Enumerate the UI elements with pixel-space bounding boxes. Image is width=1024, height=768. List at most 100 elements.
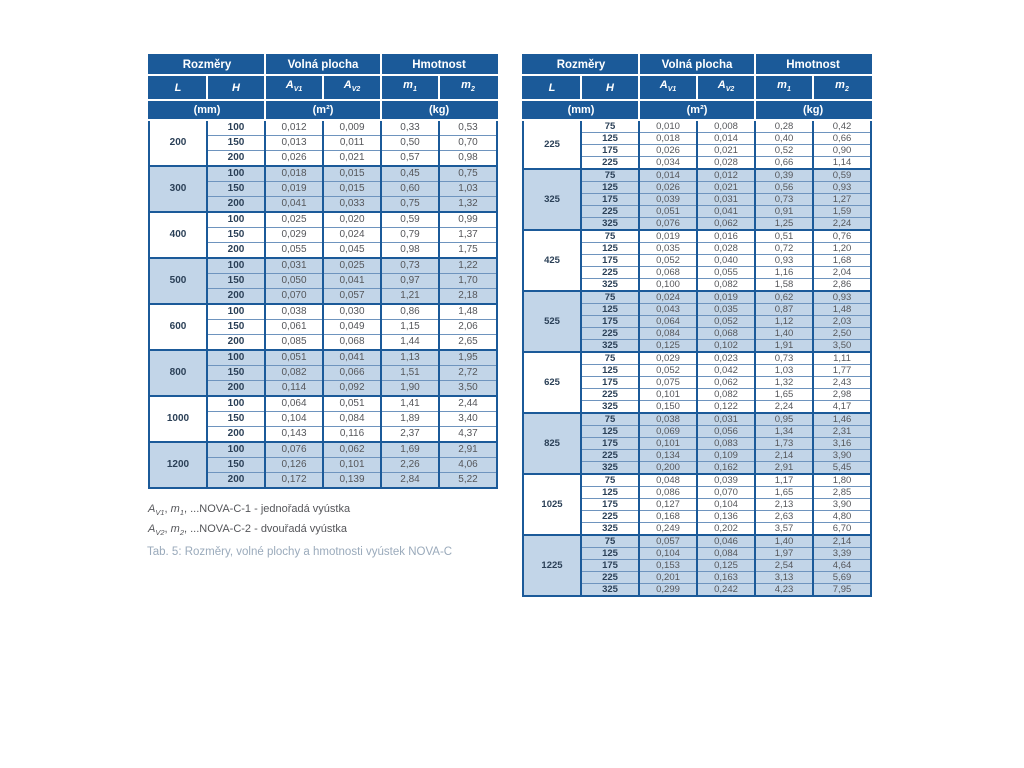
value-cell: 1,90 [380,380,441,397]
height-cell: 175 [579,315,641,328]
value-cell: 5,22 [438,472,499,490]
height-cell: 100 [205,165,267,182]
value-cell: 0,070 [264,288,325,305]
value-cell: 2,24 [812,217,873,231]
value-cell: 3,16 [812,437,873,450]
table-row: 200 0,172 0,139 2,84 5,22 [149,472,499,490]
height-cell: 150 [205,411,267,427]
value-cell: 1,68 [812,254,873,267]
value-cell: 1,59 [812,205,873,218]
value-cell: 0,028 [696,156,757,170]
column-symbol-header: AV2 [696,73,757,102]
value-cell: 0,28 [754,119,815,133]
table-row: 325 0,076 0,062 1,25 2,24 [523,217,873,231]
height-cell: 150 [205,227,267,243]
value-cell: 2,43 [812,376,873,389]
value-cell: 0,73 [380,257,441,274]
value-cell: 3,40 [438,411,499,427]
value-cell: 0,055 [696,266,757,279]
column-units-header: (m²) [638,99,757,122]
value-cell: 1,91 [754,339,815,353]
value-cell: 0,60 [380,181,441,197]
table-row: 200 0,114 0,092 1,90 3,50 [149,380,499,397]
value-cell: 0,051 [264,349,325,366]
table-row: 325 0,100 0,082 1,58 2,86 [523,278,873,292]
value-cell: 2,31 [812,425,873,438]
table-row: 1000 100 0,064 0,051 1,41 2,44 [148,395,499,443]
table-row: 200 0,055 0,045 0,98 1,75 [149,242,499,259]
value-cell: 0,026 [638,181,699,194]
value-cell: 0,012 [696,168,757,182]
value-cell: 0,015 [322,165,383,182]
value-cell: 0,025 [322,257,383,274]
height-cell: 225 [579,156,641,170]
height-cell: 200 [205,380,267,397]
footnote-symbol: m1 [170,503,184,518]
height-cell: 125 [579,425,641,438]
value-cell: 0,40 [754,132,815,145]
table-row: 150 0,126 0,101 2,26 4,06 [149,457,499,473]
table-row: 175 0,075 0,062 1,32 2,43 [523,376,873,389]
column-units-header: (kg) [380,99,499,122]
value-cell: 0,200 [638,461,699,475]
value-cell: 0,76 [812,229,873,243]
value-cell: 3,50 [438,380,499,397]
value-cell: 0,026 [264,150,325,167]
height-cell: 225 [579,510,641,523]
table-row: 125 0,035 0,028 0,72 1,20 [523,242,873,255]
value-cell: 0,031 [696,412,757,426]
value-cell: 0,021 [696,181,757,194]
value-cell: 3,50 [812,339,873,353]
value-cell: 1,14 [812,156,873,170]
value-cell: 0,018 [638,132,699,145]
value-cell: 0,082 [264,365,325,381]
value-cell: 0,73 [754,351,815,365]
value-cell: 1,13 [380,349,441,366]
header-units-row: (mm) (m²) (kg) [147,99,499,122]
value-cell: 2,14 [812,534,873,548]
value-cell: 3,90 [812,449,873,462]
length-cell: 325 [522,168,582,231]
value-cell: 1,97 [754,547,815,560]
table-row: 325 0,249 0,202 3,57 6,70 [523,522,873,536]
table-row: 225 75 0,010 0,008 0,28 0,42 [522,119,873,170]
height-cell: 225 [579,449,641,462]
table-row: 225 0,168 0,136 2,63 4,80 [523,510,873,523]
height-cell: 175 [579,193,641,206]
length-cell: 1000 [148,395,208,443]
value-cell: 0,122 [696,400,757,414]
value-cell: 0,050 [264,273,325,289]
value-cell: 0,024 [322,227,383,243]
value-cell: 1,51 [380,365,441,381]
column-group-header: Rozměry [147,54,267,76]
value-cell: 0,052 [696,315,757,328]
height-cell: 150 [205,135,267,151]
value-cell: 1,48 [438,303,499,320]
value-cell: 0,029 [638,351,699,365]
height-cell: 125 [579,181,641,194]
value-cell: 1,58 [754,278,815,292]
value-cell: 0,076 [638,217,699,231]
table-row: 150 0,013 0,011 0,50 0,70 [149,135,499,151]
length-cell: 1025 [522,473,582,536]
value-cell: 2,72 [438,365,499,381]
table-header: Rozměry Volná plocha Hmotnost L H AV1 AV2 m1 m2(… [147,54,499,122]
table-row: 325 0,299 0,242 4,23 7,95 [523,583,873,598]
footnote-symbol: AV2 [148,523,165,538]
height-cell: 75 [579,412,641,426]
value-cell: 0,201 [638,571,699,584]
value-cell: 0,59 [812,168,873,182]
value-cell: 1,21 [380,288,441,305]
value-cell: 0,086 [638,486,699,499]
column-symbol-header: H [579,73,641,102]
table-header: Rozměry Volná plocha Hmotnost L H AV1 AV2 m1 m2(… [521,54,873,122]
height-cell: 225 [579,388,641,401]
header-units-row: (mm) (m²) (kg) [521,99,873,122]
height-cell: 100 [205,441,267,458]
value-cell: 0,068 [696,327,757,340]
value-cell: 0,45 [380,165,441,182]
value-cell: 0,052 [638,254,699,267]
table-row: 200 0,041 0,033 0,75 1,32 [149,196,499,213]
value-cell: 0,249 [638,522,699,536]
column-units-header: (m²) [264,99,383,122]
